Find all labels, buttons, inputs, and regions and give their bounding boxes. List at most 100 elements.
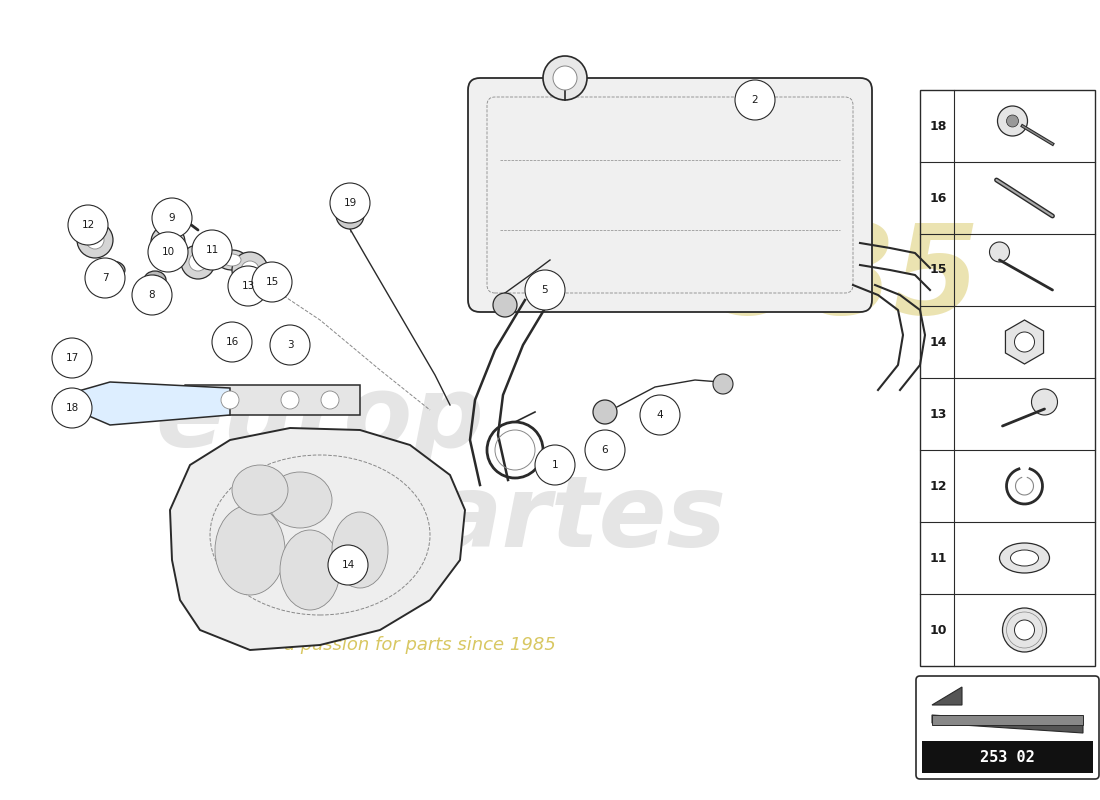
Circle shape (1006, 115, 1019, 127)
Circle shape (86, 231, 104, 249)
Circle shape (85, 258, 125, 298)
Ellipse shape (221, 391, 239, 409)
Circle shape (228, 266, 268, 306)
Circle shape (68, 205, 108, 245)
Text: 3: 3 (287, 340, 294, 350)
Circle shape (241, 261, 258, 279)
Text: 8: 8 (148, 290, 155, 300)
Text: europ: europ (155, 371, 484, 469)
Text: 13: 13 (241, 281, 254, 291)
Text: 10: 10 (930, 623, 947, 637)
Text: 985: 985 (719, 219, 980, 341)
Ellipse shape (280, 530, 340, 610)
Circle shape (132, 275, 172, 315)
Text: 2: 2 (751, 95, 758, 105)
Ellipse shape (280, 391, 299, 409)
Bar (920, 90, 1094, 666)
Ellipse shape (268, 472, 332, 528)
Text: 15: 15 (930, 263, 947, 277)
FancyBboxPatch shape (468, 78, 872, 312)
Text: 1: 1 (552, 460, 559, 470)
Ellipse shape (172, 233, 184, 247)
Circle shape (232, 252, 268, 288)
Circle shape (1002, 608, 1046, 652)
Ellipse shape (321, 391, 339, 409)
Circle shape (151, 225, 185, 259)
Ellipse shape (223, 254, 241, 266)
Polygon shape (932, 715, 1084, 733)
Circle shape (212, 322, 252, 362)
Text: 12: 12 (81, 220, 95, 230)
Ellipse shape (148, 275, 161, 285)
Circle shape (640, 395, 680, 435)
Circle shape (328, 545, 369, 585)
Polygon shape (170, 428, 465, 650)
Text: 13: 13 (930, 407, 947, 421)
Circle shape (990, 242, 1010, 262)
Circle shape (998, 106, 1027, 136)
Text: 15: 15 (265, 277, 278, 287)
Ellipse shape (144, 271, 166, 289)
Circle shape (1014, 332, 1034, 352)
Ellipse shape (1011, 550, 1038, 566)
Circle shape (493, 293, 517, 317)
Ellipse shape (217, 250, 248, 270)
Circle shape (735, 80, 776, 120)
Circle shape (585, 430, 625, 470)
Text: since: since (666, 229, 774, 271)
Text: 7: 7 (101, 273, 108, 283)
Polygon shape (180, 385, 360, 415)
Text: a passion for parts since 1985: a passion for parts since 1985 (284, 636, 556, 654)
Polygon shape (75, 382, 230, 425)
Circle shape (543, 56, 587, 100)
Text: 16: 16 (930, 191, 947, 205)
Text: 16: 16 (226, 337, 239, 347)
Ellipse shape (175, 236, 182, 244)
Ellipse shape (232, 465, 288, 515)
Text: 5: 5 (541, 285, 548, 295)
Circle shape (52, 388, 92, 428)
Circle shape (252, 262, 292, 302)
Circle shape (553, 66, 578, 90)
Bar (922, 741, 1093, 773)
Ellipse shape (206, 238, 224, 250)
Text: 18: 18 (930, 119, 947, 133)
Circle shape (525, 270, 565, 310)
Text: 12: 12 (930, 479, 947, 493)
Ellipse shape (200, 234, 230, 254)
Circle shape (189, 253, 207, 271)
Ellipse shape (99, 261, 125, 279)
Text: 6: 6 (602, 445, 608, 455)
Circle shape (535, 445, 575, 485)
Circle shape (1032, 389, 1057, 415)
Text: 11: 11 (930, 551, 947, 565)
Circle shape (77, 222, 113, 258)
Circle shape (148, 232, 188, 272)
Ellipse shape (214, 505, 285, 595)
Text: 11: 11 (206, 245, 219, 255)
Circle shape (182, 245, 214, 279)
Text: 19: 19 (343, 198, 356, 208)
Text: 18: 18 (65, 403, 78, 413)
Circle shape (152, 198, 192, 238)
Text: 17: 17 (65, 353, 78, 363)
Polygon shape (1005, 320, 1044, 364)
Circle shape (593, 400, 617, 424)
Ellipse shape (104, 265, 119, 275)
FancyBboxPatch shape (916, 676, 1099, 779)
Circle shape (336, 201, 364, 229)
Circle shape (270, 325, 310, 365)
Text: 10: 10 (162, 247, 175, 257)
Text: 14: 14 (341, 560, 354, 570)
Circle shape (52, 338, 92, 378)
Circle shape (713, 374, 733, 394)
Text: 4: 4 (657, 410, 663, 420)
Text: 9: 9 (168, 213, 175, 223)
Bar (932, 715, 1084, 725)
Text: 253 02: 253 02 (980, 750, 1035, 765)
Circle shape (160, 233, 177, 251)
Circle shape (1014, 620, 1034, 640)
Text: 14: 14 (930, 335, 947, 349)
Ellipse shape (1000, 543, 1049, 573)
Ellipse shape (332, 512, 388, 588)
